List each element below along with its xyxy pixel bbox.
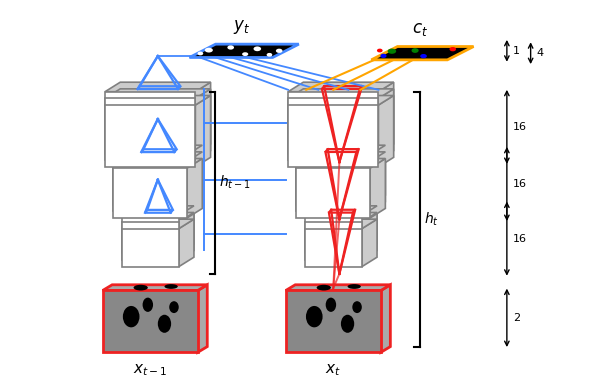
Polygon shape [296, 145, 385, 155]
Polygon shape [286, 285, 391, 291]
Polygon shape [305, 222, 362, 260]
Polygon shape [196, 95, 211, 167]
Polygon shape [179, 213, 194, 260]
Ellipse shape [242, 52, 248, 56]
Polygon shape [113, 161, 187, 211]
Polygon shape [196, 82, 211, 154]
Polygon shape [288, 82, 394, 92]
Ellipse shape [347, 284, 361, 289]
Polygon shape [198, 285, 207, 352]
Polygon shape [305, 219, 377, 229]
Ellipse shape [420, 54, 427, 58]
Ellipse shape [341, 315, 354, 333]
Polygon shape [305, 229, 362, 267]
Polygon shape [362, 206, 377, 253]
Polygon shape [187, 145, 202, 205]
Ellipse shape [377, 49, 383, 52]
Polygon shape [113, 155, 187, 205]
Polygon shape [187, 159, 202, 218]
Polygon shape [379, 82, 394, 154]
Text: $x_{t-1}$: $x_{t-1}$ [133, 363, 167, 379]
Polygon shape [288, 95, 394, 105]
Ellipse shape [169, 301, 179, 313]
Polygon shape [305, 206, 377, 215]
Ellipse shape [134, 285, 148, 291]
Polygon shape [113, 159, 202, 168]
Polygon shape [296, 152, 385, 161]
Ellipse shape [326, 298, 336, 312]
Polygon shape [113, 168, 187, 218]
Polygon shape [190, 44, 299, 58]
Polygon shape [103, 285, 207, 291]
Ellipse shape [158, 315, 171, 333]
Polygon shape [105, 105, 196, 167]
Polygon shape [288, 105, 379, 167]
Polygon shape [105, 98, 196, 160]
Ellipse shape [205, 48, 213, 52]
Polygon shape [122, 222, 179, 260]
Polygon shape [179, 206, 194, 253]
Ellipse shape [306, 306, 323, 327]
Ellipse shape [380, 54, 386, 58]
Polygon shape [187, 152, 202, 211]
Text: 4: 4 [537, 48, 544, 58]
Polygon shape [305, 215, 362, 253]
Ellipse shape [412, 48, 419, 53]
Ellipse shape [449, 47, 456, 51]
Text: 16: 16 [513, 179, 527, 189]
Polygon shape [371, 47, 473, 60]
Ellipse shape [164, 284, 178, 289]
Polygon shape [379, 89, 394, 160]
Ellipse shape [143, 298, 153, 312]
Text: $x_t$: $x_t$ [325, 363, 341, 379]
Text: $c_t$: $c_t$ [412, 20, 428, 38]
Polygon shape [381, 285, 391, 352]
Polygon shape [288, 89, 394, 98]
Polygon shape [105, 82, 211, 92]
Polygon shape [362, 219, 377, 267]
Ellipse shape [227, 45, 234, 50]
Text: 1: 1 [513, 46, 520, 56]
Polygon shape [105, 95, 211, 105]
Polygon shape [122, 215, 179, 253]
Ellipse shape [123, 306, 140, 327]
Polygon shape [296, 161, 370, 211]
Polygon shape [122, 206, 194, 215]
Polygon shape [122, 213, 194, 222]
Polygon shape [105, 92, 196, 154]
Polygon shape [296, 159, 385, 168]
Text: $h_{t-1}$: $h_{t-1}$ [219, 174, 251, 191]
Polygon shape [196, 89, 211, 160]
Text: 16: 16 [513, 122, 527, 132]
Ellipse shape [266, 53, 272, 57]
Ellipse shape [317, 285, 331, 291]
Polygon shape [370, 145, 385, 205]
Polygon shape [296, 168, 370, 218]
Ellipse shape [276, 49, 283, 53]
Polygon shape [288, 98, 379, 160]
Polygon shape [370, 159, 385, 218]
Polygon shape [122, 229, 179, 267]
Text: $y_t$: $y_t$ [233, 18, 250, 36]
Polygon shape [179, 219, 194, 267]
Text: 2: 2 [513, 313, 520, 323]
Polygon shape [122, 219, 194, 229]
Polygon shape [113, 152, 202, 161]
Polygon shape [103, 291, 198, 352]
Ellipse shape [388, 49, 396, 54]
Polygon shape [370, 152, 385, 211]
Polygon shape [286, 291, 381, 352]
Polygon shape [113, 145, 202, 155]
Polygon shape [362, 213, 377, 260]
Polygon shape [105, 89, 211, 98]
Text: 16: 16 [513, 234, 527, 244]
Ellipse shape [352, 301, 362, 313]
Polygon shape [305, 213, 377, 222]
Ellipse shape [254, 46, 261, 51]
Polygon shape [296, 155, 370, 205]
Polygon shape [379, 95, 394, 167]
Polygon shape [288, 92, 379, 154]
Ellipse shape [197, 52, 203, 55]
Text: $h_t$: $h_t$ [424, 210, 439, 228]
